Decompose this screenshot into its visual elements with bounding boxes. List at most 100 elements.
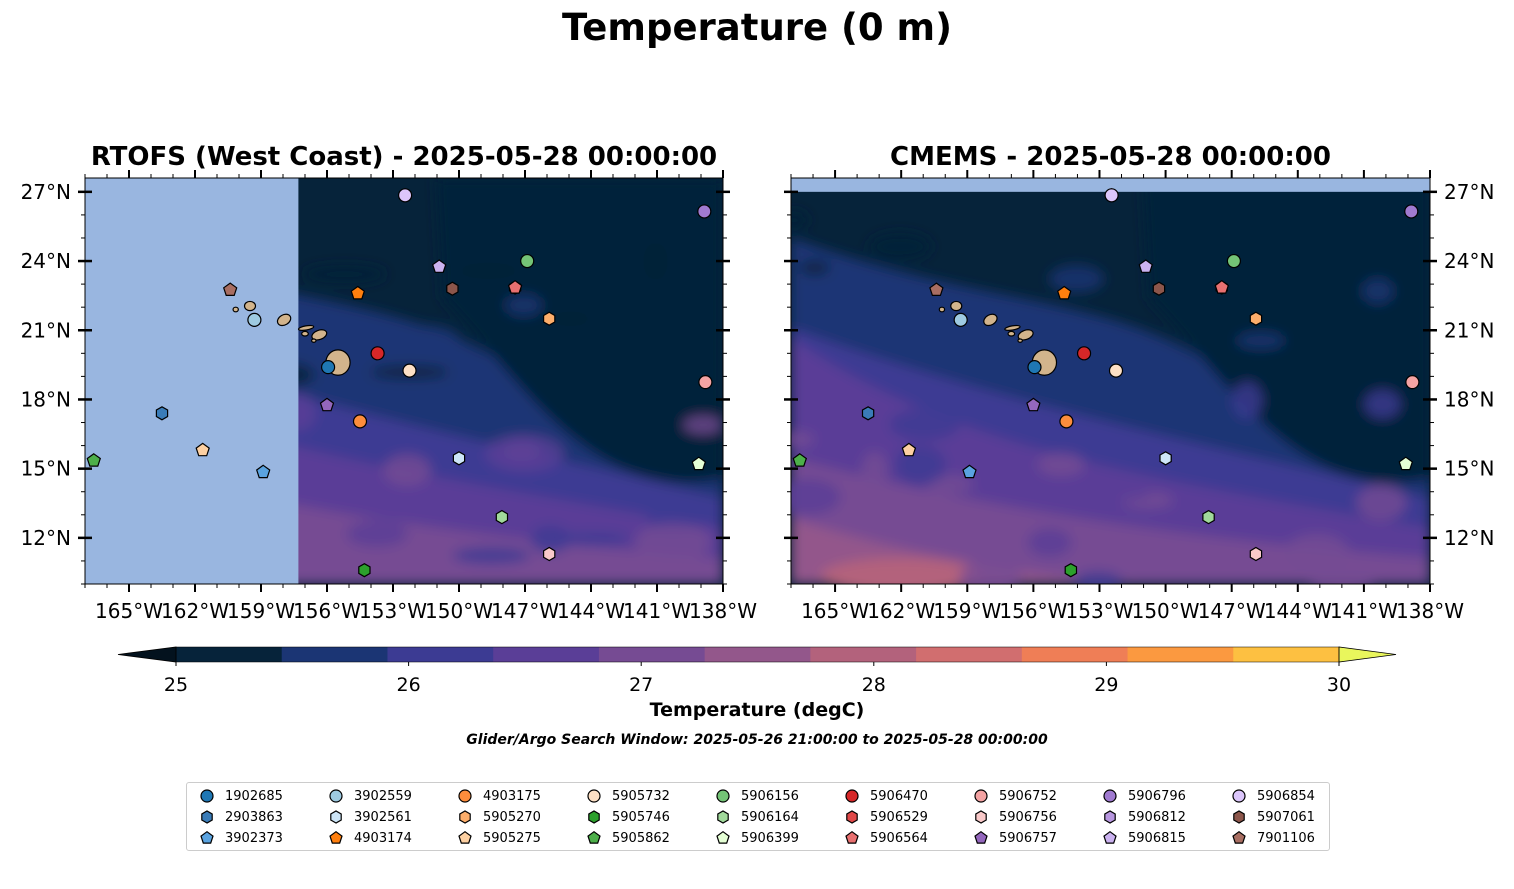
x-tick-label: 144°W [557,599,625,623]
colorbar-bin [1127,647,1234,662]
legend-marker-icon [1103,789,1117,803]
legend-item-5906164: 5906164 [715,807,799,827]
legend-label: 5906854 [1257,788,1315,804]
legend-marker-icon [716,789,730,803]
legend-marker-icon [587,789,601,803]
legend-item-5906564: 5906564 [844,828,928,848]
colorbar-bin [281,647,388,662]
x-tick-label: 150°W [425,599,493,623]
x-tick-label: 159°W [933,599,1001,623]
legend-item-5906470: 5906470 [844,786,928,806]
legend-marker [716,789,730,803]
legend-marker-icon [1103,830,1117,844]
float-marker-3902373 [255,464,271,479]
legend-marker [845,830,859,844]
x-tick-label: 156°W [999,599,1067,623]
no-data-region [791,178,1430,192]
legend-item-5906752: 5906752 [973,786,1057,806]
float-marker-5905275 [195,442,210,457]
no-data-region [85,178,299,584]
x-tick-label: 144°W [1264,599,1332,623]
legend-marker-icon [845,830,859,844]
panel-cmems: 165°W162°W159°W156°W153°W150°W147°W144°W… [784,170,1494,623]
legend-marker-icon [974,789,988,803]
legend-label: 5906156 [741,788,799,804]
legend-marker-icon [587,830,601,844]
legend-item-5906756: 5906756 [973,807,1057,827]
island [1017,329,1034,341]
x-tick-label: 162°W [161,599,229,623]
legend-marker [458,789,472,803]
y-tick-label: 21°N [21,318,71,342]
colorbar-tick-label: 26 [397,674,421,696]
island [310,338,317,343]
legend-item-5905862: 5905862 [586,828,670,848]
float-marker-4903175 [1059,414,1074,429]
y-tick-label: 12°N [1444,526,1494,550]
float-marker-5905746 [1064,563,1078,578]
legend-label: 5907061 [1257,809,1315,825]
legend-marker-icon [975,810,987,824]
float-marker-5906796 [1404,204,1419,219]
x-tick-label: 138°W [1396,599,1464,623]
float-marker-5907061 [1152,281,1166,296]
colorbar-tick-label: 30 [1327,674,1351,696]
x-tick-label: 138°W [689,599,757,623]
island [311,329,328,341]
float-marker-3902373 [962,464,977,479]
float-marker-5905732 [1108,363,1124,378]
float-marker-7901106 [929,282,944,296]
float-marker-5905862 [86,453,102,467]
legend-label: 7901106 [1257,830,1315,846]
legend-marker [201,810,213,824]
float-marker-5906756 [542,546,556,562]
legend-item-5905732: 5905732 [586,786,670,806]
legend-item-5906812: 5906812 [1102,807,1186,827]
legend-marker [200,789,214,803]
legend-marker [200,830,214,844]
legend-label: 5906752 [999,788,1057,804]
legend-label: 3902561 [354,809,412,825]
island [1004,324,1021,331]
island [1007,330,1016,337]
legend-label: 5905746 [612,809,670,825]
legend-item-4903174: 4903174 [328,828,412,848]
colorbar-label: Temperature (degC) [649,699,865,721]
legend-marker-icon [588,810,600,824]
legend-marker-icon [716,830,730,844]
float-marker-5905862 [792,453,808,467]
legend-marker [329,789,343,803]
float-marker-3902559 [953,312,968,327]
island [938,306,946,313]
legend-label: 5906564 [870,830,928,846]
legend-label: 3902559 [354,788,412,804]
legend-marker [588,810,600,824]
legend-marker [330,810,342,824]
x-tick-label: 159°W [227,599,295,623]
legend-item-3902561: 3902561 [328,807,412,827]
colorbar-bin [1233,647,1340,662]
island [232,306,239,313]
legend-marker [329,830,343,844]
legend-marker-icon [200,789,214,803]
legend-marker [1103,830,1117,844]
search-window-note: Glider/Argo Search Window: 2025-05-26 21… [466,732,1048,748]
float-marker-3902561 [452,451,466,466]
legend-marker [974,830,988,844]
legend-label: 4903174 [354,830,412,846]
colorbar-bin [387,647,494,662]
legend-marker [458,830,472,844]
legend-marker [459,810,471,824]
legend-marker [1233,810,1245,824]
float-marker-5906752 [698,375,713,390]
float-marker-5906854 [398,188,413,203]
float-marker-5906756 [1249,546,1263,562]
float-marker-5906156 [520,253,535,269]
legend-label: 5905270 [483,809,541,825]
x-tick-label: 141°W [623,599,691,623]
legend-item-5906815: 5906815 [1102,828,1186,848]
legend-item-1902685: 1902685 [199,786,283,806]
y-tick-label: 21°N [1444,318,1494,342]
legend-marker [846,810,858,824]
float-marker-5906164 [495,509,509,525]
